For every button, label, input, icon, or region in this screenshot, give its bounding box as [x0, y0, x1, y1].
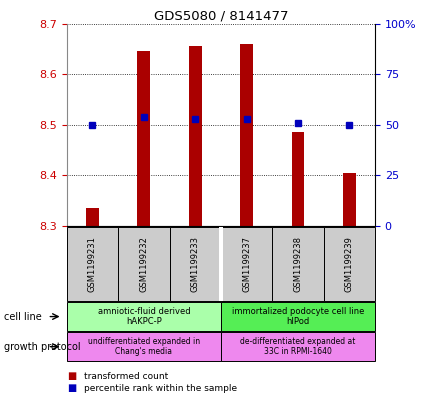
Text: GSM1199238: GSM1199238	[293, 236, 302, 292]
Bar	[67, 332, 221, 361]
Text: GSM1199233: GSM1199233	[190, 236, 199, 292]
Bar	[67, 302, 221, 331]
Bar	[86, 208, 98, 226]
Bar	[342, 173, 355, 226]
Bar	[169, 227, 220, 301]
Bar	[220, 227, 272, 301]
Text: immortalized podocyte cell line
hIPod: immortalized podocyte cell line hIPod	[231, 307, 363, 326]
Bar	[323, 227, 374, 301]
Text: amniotic-fluid derived
hAKPC-P: amniotic-fluid derived hAKPC-P	[97, 307, 190, 326]
Text: GSM1199239: GSM1199239	[344, 236, 353, 292]
Text: ■: ■	[67, 371, 76, 382]
Text: GSM1199231: GSM1199231	[88, 236, 97, 292]
Bar	[188, 46, 201, 226]
Text: GSM1199232: GSM1199232	[139, 236, 148, 292]
Text: GSM1199237: GSM1199237	[242, 236, 251, 292]
Text: de-differentiated expanded at
33C in RPMI-1640: de-differentiated expanded at 33C in RPM…	[240, 337, 355, 356]
Bar	[67, 227, 118, 301]
Bar	[220, 332, 374, 361]
Text: transformed count: transformed count	[84, 372, 168, 381]
Title: GDS5080 / 8141477: GDS5080 / 8141477	[153, 9, 288, 22]
Bar	[240, 44, 252, 226]
Text: percentile rank within the sample: percentile rank within the sample	[84, 384, 236, 393]
Text: cell line: cell line	[4, 312, 42, 321]
Bar	[220, 302, 374, 331]
Bar	[291, 132, 304, 226]
Text: undifferentiated expanded in
Chang's media: undifferentiated expanded in Chang's med…	[88, 337, 200, 356]
Text: ■: ■	[67, 383, 76, 393]
Bar	[137, 51, 150, 226]
Bar	[218, 227, 222, 301]
Bar	[272, 227, 323, 301]
Text: growth protocol: growth protocol	[4, 342, 81, 352]
Bar	[118, 227, 169, 301]
